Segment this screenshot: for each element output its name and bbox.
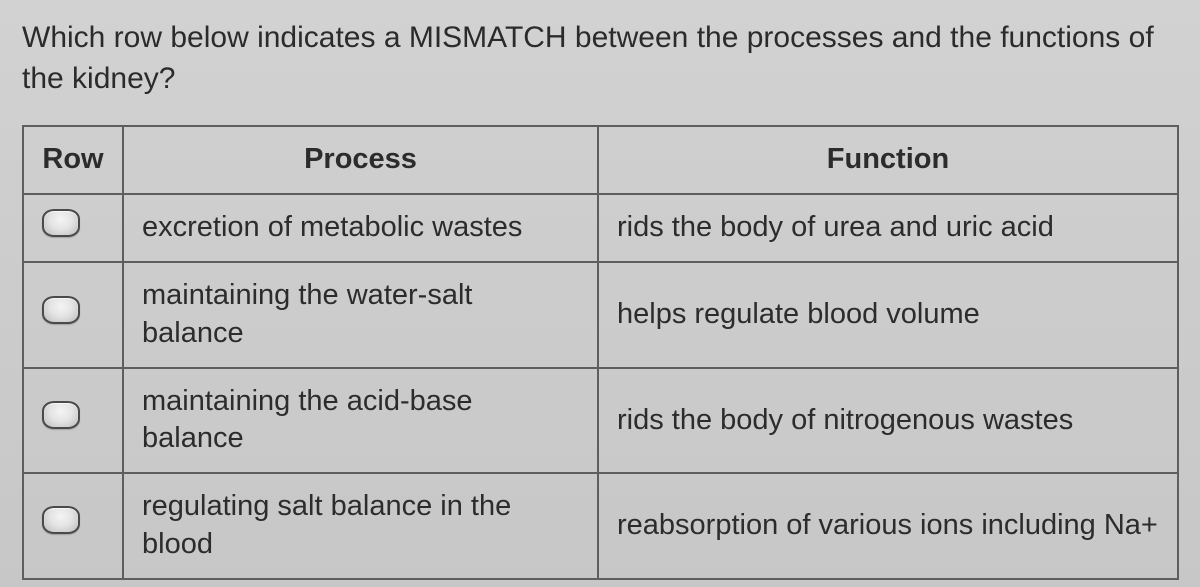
table-row: maintaining the water-salt balance helps… (23, 262, 1178, 367)
quiz-question-panel: Which row below indicates a MISMATCH bet… (0, 0, 1200, 587)
radio-button-icon[interactable] (42, 296, 80, 324)
process-cell: excretion of metabolic wastes (123, 194, 598, 263)
radio-button-icon[interactable] (42, 209, 80, 237)
process-cell: maintaining the acid-base balance (123, 368, 598, 473)
option-radio-cell (23, 194, 123, 263)
process-cell: regulating salt balance in the blood (123, 473, 598, 578)
options-table: Row Process Function excretion of metabo… (22, 125, 1179, 580)
col-header-process: Process (123, 126, 598, 194)
option-radio-cell (23, 262, 123, 367)
option-radio-cell (23, 368, 123, 473)
question-text: Which row below indicates a MISMATCH bet… (22, 18, 1178, 99)
function-cell: rids the body of urea and uric acid (598, 194, 1178, 263)
option-radio-cell (23, 473, 123, 578)
table-header-row: Row Process Function (23, 126, 1178, 194)
radio-button-icon[interactable] (42, 401, 80, 429)
col-header-function: Function (598, 126, 1178, 194)
table-row: regulating salt balance in the blood rea… (23, 473, 1178, 578)
col-header-row: Row (23, 126, 123, 194)
function-cell: rids the body of nitrogenous wastes (598, 368, 1178, 473)
function-cell: reabsorption of various ions including N… (598, 473, 1178, 578)
table-row: excretion of metabolic wastes rids the b… (23, 194, 1178, 263)
radio-button-icon[interactable] (42, 506, 80, 534)
function-cell: helps regulate blood volume (598, 262, 1178, 367)
table-row: maintaining the acid-base balance rids t… (23, 368, 1178, 473)
process-cell: maintaining the water-salt balance (123, 262, 598, 367)
